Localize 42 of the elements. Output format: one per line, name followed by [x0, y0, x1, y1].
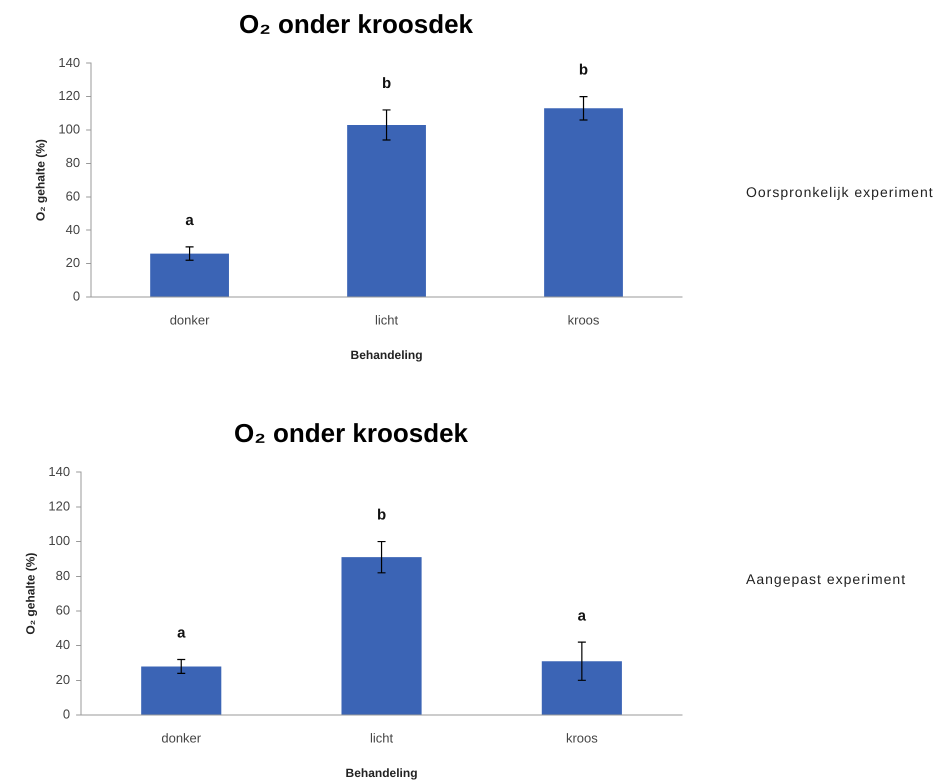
x-axis-title: Behandeling [346, 766, 418, 780]
y-tick-label: 100 [48, 533, 70, 548]
y-tick-label: 0 [72, 288, 80, 304]
y-tick-label: 100 [58, 122, 80, 137]
y-axis-title: O₂ gehalte (%) [24, 552, 38, 635]
y-tick-label: 80 [56, 568, 70, 583]
text: Oorspronkelijk experiment [746, 184, 935, 200]
bar [347, 124, 426, 296]
bar [150, 254, 229, 296]
bar [542, 661, 622, 714]
annotation: b [382, 75, 392, 92]
y-tick-label: 120 [58, 88, 80, 104]
annotation: a [177, 624, 186, 642]
y-tick-label: 0 [62, 706, 70, 722]
x-tick-label: donker [170, 312, 210, 328]
chart-title: O₂ onder kroosdek [234, 418, 469, 448]
x-tick-label: licht [374, 312, 398, 328]
x-tick-label: kroos [566, 730, 598, 746]
annotation: a [185, 212, 194, 230]
y-axis-title: O₂ gehalte (%) [34, 139, 48, 222]
x-tick-label: licht [370, 730, 394, 746]
bar [544, 108, 623, 296]
chart-title: O₂ onder kroosdek [238, 8, 474, 39]
annotation: b [578, 62, 588, 79]
y-tick-label: 60 [56, 602, 70, 618]
y-tick-label: 80 [66, 154, 80, 170]
y-tick-label: 40 [66, 222, 80, 237]
y-tick-label: 120 [48, 498, 70, 514]
y-tick-label: 60 [66, 188, 80, 204]
bar [141, 666, 222, 714]
y-tick-label: 20 [66, 255, 80, 270]
y-tick-label: 140 [58, 54, 80, 70]
annotation: a [578, 607, 587, 624]
text: Aangepast experiment [746, 571, 908, 587]
y-tick-label: 140 [48, 464, 70, 479]
bar [341, 557, 422, 714]
x-tick-label: kroos [568, 312, 600, 328]
x-axis-title: Behandeling [350, 348, 423, 362]
y-tick-label: 40 [56, 637, 70, 652]
x-tick-label: donker [161, 730, 202, 746]
annotation: b [376, 506, 386, 524]
y-tick-label: 20 [56, 672, 70, 687]
